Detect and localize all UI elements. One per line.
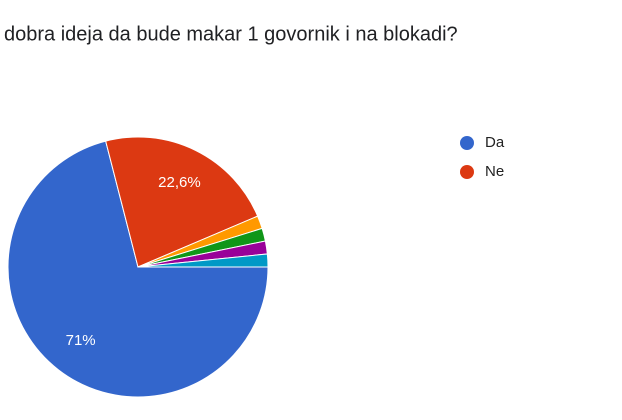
pie-slice [137, 253, 269, 268]
pie-slice [7, 140, 269, 398]
legend-marker [460, 165, 474, 179]
legend-marker [460, 136, 474, 150]
legend-label: Da [485, 134, 505, 151]
legend-label: Ne [485, 163, 504, 180]
pie-slice [105, 136, 259, 268]
chart-title: dobra ideja da bude makar 1 govornik i n… [4, 23, 458, 45]
slice-label: 22,6% [158, 174, 201, 191]
slice-label: 71% [66, 332, 96, 349]
